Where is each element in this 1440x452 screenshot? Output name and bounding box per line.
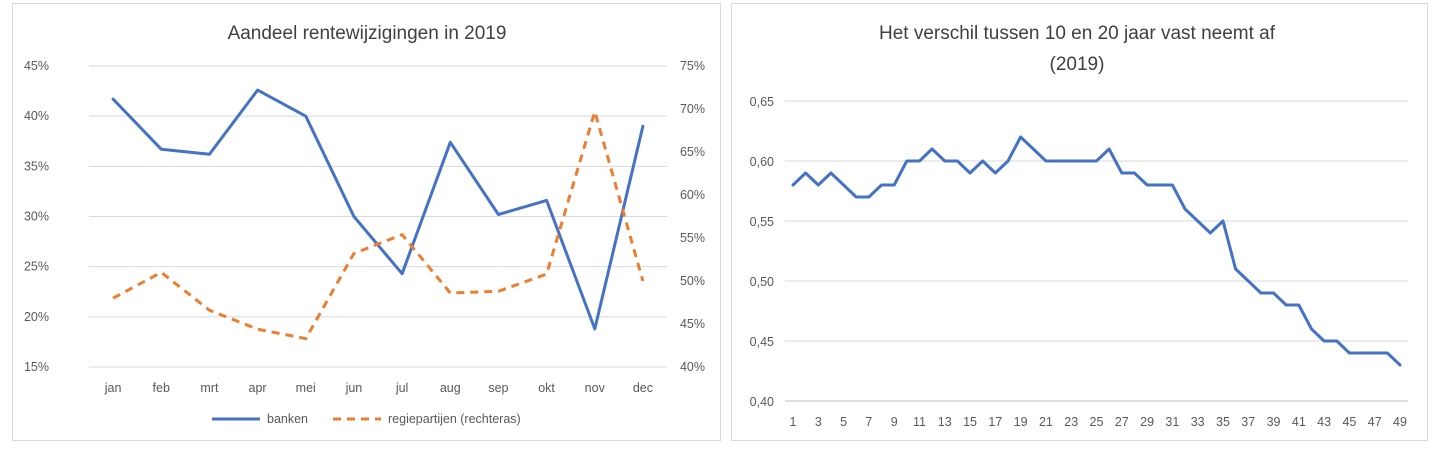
legend-label: regiepartijen (rechteras) [388,412,521,426]
x-tick-label: sep [488,381,508,395]
y-tick-label: 0,65 [750,95,774,109]
y-right-tick-label: 75% [680,59,705,73]
x-tick-label: aug [440,381,461,395]
y-right-tick-label: 40% [680,360,705,374]
y-left-tick-label: 25% [24,260,49,274]
x-tick-label: mrt [200,381,219,395]
x-tick-label: 45 [1342,415,1356,429]
x-tick-label: 43 [1317,415,1331,429]
y-left-tick-label: 30% [24,210,49,224]
y-tick-label: 0,40 [750,395,774,409]
y-left-tick-label: 20% [24,310,49,324]
x-tick-label: feb [153,381,170,395]
x-tick-label: 1 [790,415,797,429]
legend-label: banken [267,412,308,426]
x-tick-label: jan [104,381,122,395]
x-tick-label: 37 [1241,415,1255,429]
x-tick-label: apr [249,381,267,395]
x-tick-label: okt [538,381,555,395]
x-tick-label: 23 [1064,415,1078,429]
chart-panel-verschil: Het verschil tussen 10 en 20 jaar vast n… [731,3,1428,441]
y-left-tick-label: 45% [24,59,49,73]
x-tick-label: 25 [1090,415,1104,429]
x-tick-label: 31 [1165,415,1179,429]
y-right-tick-label: 65% [680,145,705,159]
x-tick-label: 7 [865,415,872,429]
chart-title: Aandeel rentewijzigingen in 2019 [228,23,507,44]
x-tick-label: dec [633,381,653,395]
chart-rentewijzigingen: Aandeel rentewijzigingen in 2019 15% 20% 2… [24,23,705,426]
x-tick-label: 13 [938,415,952,429]
x-tick-label: 47 [1368,415,1382,429]
x-tick-label: jun [345,381,363,395]
y-right-tick-label: 60% [680,188,705,202]
x-tick-label: 33 [1191,415,1205,429]
x-tick-label: 21 [1039,415,1053,429]
chart-panel-rentewijzigingen: Aandeel rentewijzigingen in 2019 15% 20% 2… [12,3,721,441]
chart-title-line-2: (2019) [1050,54,1105,75]
x-tick-label: 35 [1216,415,1230,429]
x-tick-label: jul [395,381,409,395]
y-right-tick-label: 50% [680,274,705,288]
chart-title-line-1: Het verschil tussen 10 en 20 jaar vast n… [879,23,1276,44]
y-right-tick-label: 55% [680,231,705,245]
y-tick-label: 0,50 [750,275,774,289]
x-tick-label: 29 [1140,415,1154,429]
x-tick-label: 27 [1115,415,1129,429]
x-tick-label: 39 [1267,415,1281,429]
x-tick-label: 17 [988,415,1002,429]
x-tick-label: nov [585,381,606,395]
x-tick-label: 9 [891,415,898,429]
x-tick-label: 15 [963,415,977,429]
x-tick-label: mei [296,381,316,395]
x-tick-label: 5 [840,415,847,429]
y-tick-label: 0,60 [750,155,774,169]
y-tick-label: 0,55 [750,215,774,229]
series-line-regiepartijen [112,110,645,341]
series-line-banken [111,88,645,331]
y-left-tick-label: 40% [24,109,49,123]
x-tick-label: 41 [1292,415,1306,429]
x-tick-label: 3 [815,415,822,429]
y-left-tick-label: 35% [24,159,49,173]
y-right-tick-label: 70% [680,102,705,116]
x-tick-label: 49 [1393,415,1407,429]
y-right-tick-label: 45% [680,317,705,331]
chart-verschil: Het verschil tussen 10 en 20 jaar vast n… [750,23,1408,429]
y-tick-label: 0,45 [750,335,774,349]
x-tick-label: 19 [1014,415,1028,429]
series-line-verschil [791,135,1402,367]
x-tick-label: 11 [913,415,926,429]
y-left-tick-label: 15% [24,360,49,374]
